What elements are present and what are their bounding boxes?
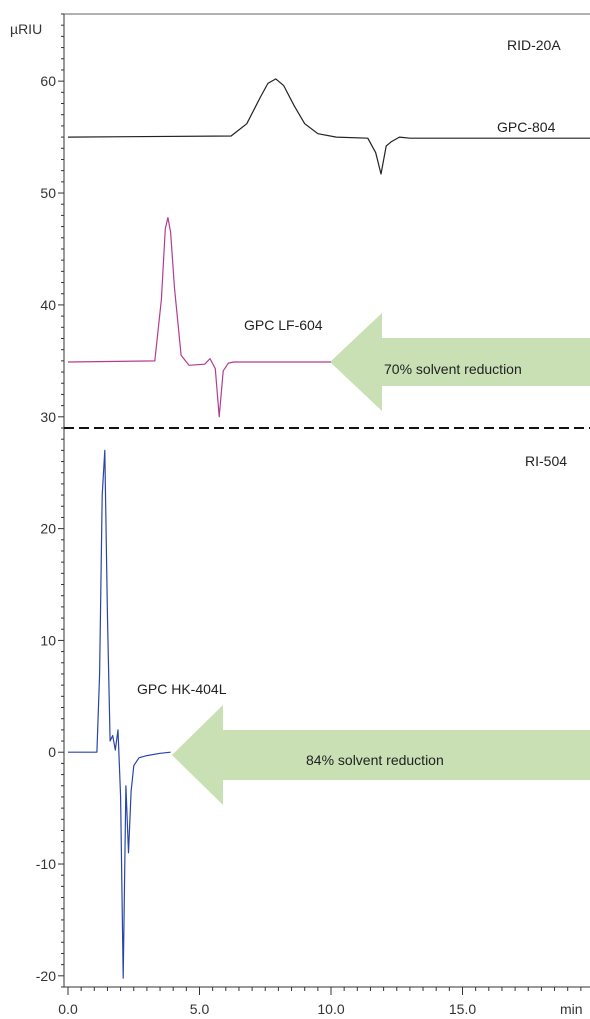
y-axis-ticks-bottom: -20 -10 0 10 20: [36, 427, 64, 988]
series-label-gpc-804: GPC-804: [497, 119, 556, 135]
series-label-gpc-lf-604: GPC LF-604: [244, 317, 323, 333]
series-line-gpc-hk-404l: [68, 449, 171, 979]
y-tick-label-top-3: 60: [40, 73, 56, 89]
x-tick-label-3: 15.0: [449, 1001, 476, 1017]
y-tick-label-bottom-1: -10: [36, 856, 56, 872]
annotation-bottom: 84% solvent reduction: [306, 752, 444, 768]
y-tick-label-top-0: 30: [40, 409, 56, 425]
y-axis-ticks-top: 30 40 50 60: [40, 13, 64, 429]
y-unit-label: µRIU: [10, 21, 42, 37]
detector-label-bottom: RI-504: [525, 453, 567, 469]
y-tick-label-bottom-2: 0: [48, 744, 56, 760]
frame: [63, 13, 590, 988]
series-label-gpc-hk-404l: GPC HK-404L: [137, 681, 227, 697]
reduction-arrow-top: [330, 313, 590, 411]
y-tick-label-bottom-3: 10: [40, 632, 56, 648]
detector-label-top: RID-20A: [507, 37, 561, 53]
series-line-gpc-lf-604: [67, 217, 331, 418]
y-tick-label-bottom-4: 20: [40, 521, 56, 537]
series-layer: [67, 78, 590, 979]
series-line-gpc-804: [67, 78, 590, 175]
x-tick-label-1: 5.0: [190, 1001, 210, 1017]
annotation-top: 70% solvent reduction: [384, 361, 522, 377]
reduction-arrow-bottom: [172, 705, 590, 805]
x-tick-label-0: 0.0: [58, 1001, 78, 1017]
y-tick-label-top-2: 50: [40, 185, 56, 201]
x-unit-label: min: [560, 1001, 583, 1017]
y-tick-label-bottom-0: -20: [36, 968, 56, 984]
y-tick-label-top-1: 40: [40, 297, 56, 313]
x-axis-ticks: 0.0 5.0 10.0 15.0: [58, 987, 582, 1017]
x-tick-label-2: 10.0: [317, 1001, 344, 1017]
